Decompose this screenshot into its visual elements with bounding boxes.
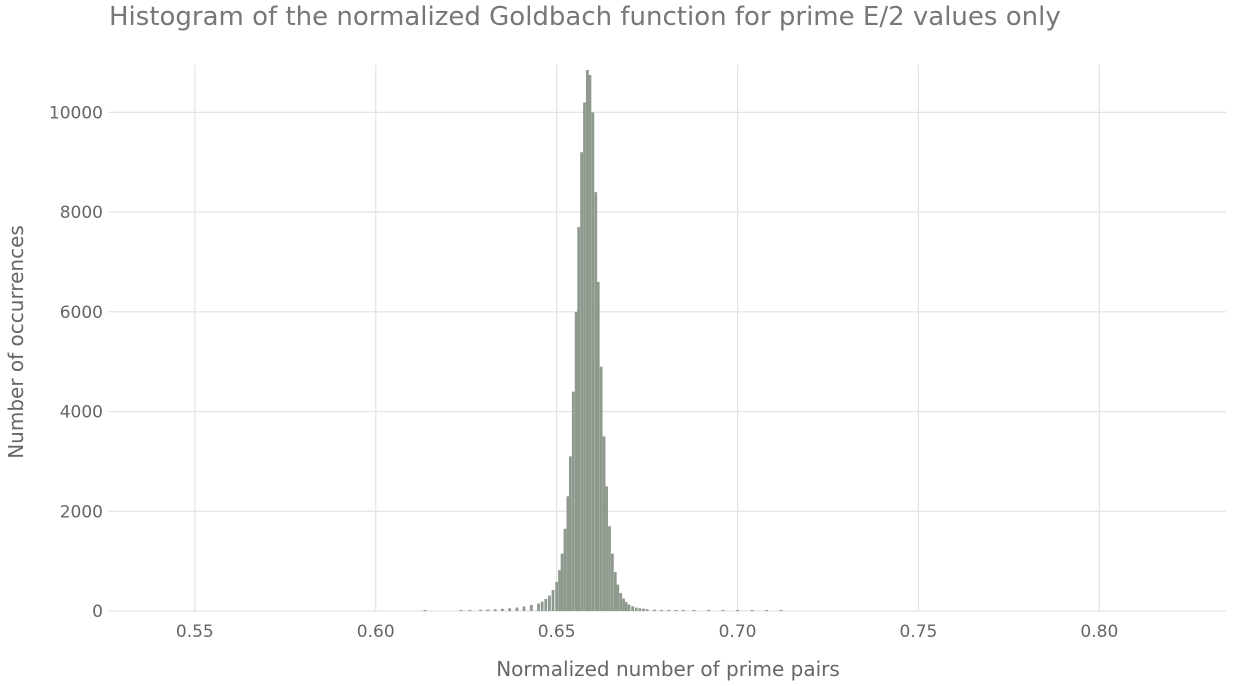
histogram-bar xyxy=(642,608,645,611)
histogram-bar xyxy=(529,605,533,611)
histogram-bar xyxy=(574,311,578,611)
histogram-bar xyxy=(508,608,512,611)
histogram-bar xyxy=(692,610,696,611)
histogram-bar xyxy=(599,366,603,611)
y-axis-label: Number of occurrences xyxy=(4,225,28,459)
histogram-bar xyxy=(577,227,581,611)
histogram-bar xyxy=(566,496,570,611)
histogram-bar xyxy=(619,593,623,611)
histogram-bar xyxy=(544,599,548,611)
histogram-bar xyxy=(765,610,768,611)
y-tick-label: 0 xyxy=(92,602,103,622)
histogram-bar xyxy=(779,610,783,611)
histogram-bar xyxy=(594,192,598,611)
histogram-bar xyxy=(616,584,620,611)
histogram-bar xyxy=(591,112,595,611)
histogram-bar xyxy=(493,609,497,611)
histogram-bar xyxy=(548,595,551,611)
histogram-bar xyxy=(569,456,572,611)
x-tick-label: 0.80 xyxy=(1080,622,1118,642)
histogram-bar xyxy=(558,570,561,611)
histogram-bar xyxy=(468,610,472,611)
grid-lines xyxy=(108,65,1226,612)
histogram-bar xyxy=(613,572,617,611)
histogram-bar xyxy=(707,610,711,611)
histogram-bar xyxy=(634,607,638,611)
x-tick-label: 0.55 xyxy=(176,622,214,642)
x-tick-label: 0.60 xyxy=(357,622,395,642)
histogram-bar xyxy=(750,610,754,611)
y-tick-label: 4000 xyxy=(60,403,103,423)
y-tick-label: 10000 xyxy=(49,103,103,123)
histogram-bar xyxy=(588,74,592,612)
histogram-bar xyxy=(622,598,625,611)
histogram-bar xyxy=(486,609,490,611)
histogram-bar xyxy=(500,608,504,611)
histogram-bar xyxy=(459,610,463,611)
x-axis-ticks: 0.55 0.60 0.65 0.70 0.75 0.80 xyxy=(176,622,1118,642)
histogram-bar xyxy=(555,582,559,611)
histogram-bar xyxy=(645,609,649,611)
y-tick-label: 6000 xyxy=(60,303,103,323)
x-tick-label: 0.70 xyxy=(719,622,757,642)
histogram-bar xyxy=(605,486,608,611)
y-tick-label: 2000 xyxy=(60,502,103,522)
x-axis-label: Normalized number of prime pairs xyxy=(496,657,840,681)
histogram-bar xyxy=(515,607,519,611)
histogram-bar xyxy=(479,609,483,611)
y-tick-label: 8000 xyxy=(60,203,103,223)
histogram-bar xyxy=(602,436,606,611)
histogram-bar xyxy=(580,152,584,612)
histogram-bars xyxy=(423,69,783,612)
histogram-bar xyxy=(571,391,575,611)
histogram-bar xyxy=(596,281,600,611)
chart-title: Histogram of the normalized Goldbach fun… xyxy=(109,2,1061,32)
histogram-bar xyxy=(540,601,544,611)
histogram-bar xyxy=(537,603,540,611)
histogram-bar xyxy=(721,610,725,611)
histogram-bar xyxy=(522,606,526,611)
histogram-bar xyxy=(608,526,611,611)
histogram-bar xyxy=(563,528,567,611)
x-tick-label: 0.65 xyxy=(538,622,576,642)
histogram-bar xyxy=(681,610,685,611)
histogram-bar xyxy=(638,608,642,611)
y-axis-ticks: 0 2000 4000 6000 8000 10000 xyxy=(49,103,103,622)
histogram-bar xyxy=(551,590,555,611)
histogram-bar xyxy=(423,610,427,611)
histogram-bar xyxy=(586,69,589,611)
histogram-bar xyxy=(610,553,614,611)
histogram-bar xyxy=(674,610,678,611)
histogram-bar xyxy=(560,553,564,611)
histogram-bar xyxy=(624,602,628,611)
histogram-bar xyxy=(627,604,631,611)
histogram-bar xyxy=(583,102,586,611)
histogram-bar xyxy=(736,610,739,611)
x-tick-label: 0.75 xyxy=(900,622,938,642)
histogram-bar xyxy=(660,609,663,611)
histogram-bar xyxy=(667,610,671,611)
histogram-bar xyxy=(652,609,656,611)
histogram-bar xyxy=(631,606,635,611)
